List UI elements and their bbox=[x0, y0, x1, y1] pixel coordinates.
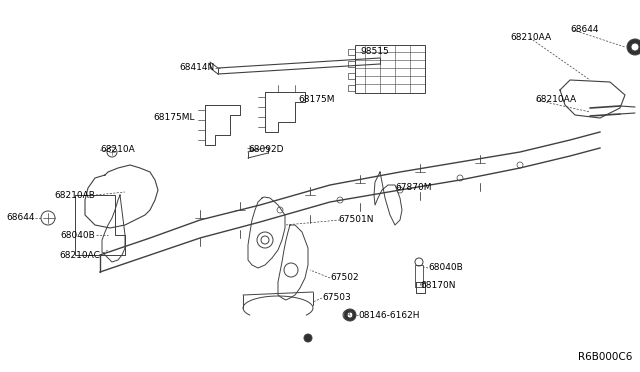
Text: 68644: 68644 bbox=[570, 26, 598, 35]
Text: 68414N: 68414N bbox=[180, 64, 215, 73]
Text: 67502: 67502 bbox=[330, 273, 358, 282]
Bar bbox=[415, 265, 423, 287]
Text: 68040B: 68040B bbox=[428, 263, 463, 273]
Text: 08146-6162H: 08146-6162H bbox=[358, 311, 419, 320]
Circle shape bbox=[627, 39, 640, 55]
Text: 68040B: 68040B bbox=[60, 231, 95, 240]
Text: 68210AA: 68210AA bbox=[535, 96, 576, 105]
Bar bbox=[348, 61, 355, 67]
Text: 68210AB: 68210AB bbox=[54, 190, 95, 199]
Text: 68175ML: 68175ML bbox=[154, 113, 195, 122]
Text: 67501N: 67501N bbox=[338, 215, 374, 224]
Text: 98515: 98515 bbox=[360, 48, 388, 57]
Text: 68210AC: 68210AC bbox=[59, 250, 100, 260]
Circle shape bbox=[304, 334, 312, 342]
Text: 68175M: 68175M bbox=[298, 96, 335, 105]
Text: 68210A: 68210A bbox=[100, 145, 135, 154]
Bar bbox=[348, 49, 355, 55]
Text: R6B000C6: R6B000C6 bbox=[578, 352, 632, 362]
Text: 67503: 67503 bbox=[322, 294, 351, 302]
Text: 67870M: 67870M bbox=[395, 183, 431, 192]
Text: R: R bbox=[346, 312, 350, 317]
Circle shape bbox=[631, 43, 639, 51]
Circle shape bbox=[347, 312, 353, 318]
Bar bbox=[348, 73, 355, 79]
Text: 68210AA: 68210AA bbox=[510, 33, 551, 42]
Text: 68644: 68644 bbox=[6, 214, 35, 222]
Circle shape bbox=[344, 309, 356, 321]
Text: 68170N: 68170N bbox=[420, 280, 456, 289]
Bar bbox=[348, 85, 355, 91]
Text: 68092D: 68092D bbox=[248, 145, 284, 154]
Bar bbox=[355, 45, 425, 93]
